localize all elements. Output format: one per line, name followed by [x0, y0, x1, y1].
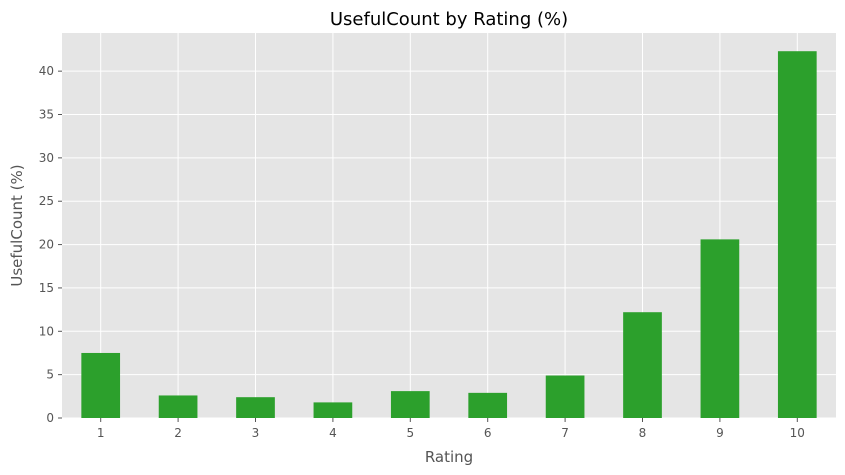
x-axis-ticks: 1 2 3 4 5 6 7 8 9 10	[97, 418, 805, 440]
x-tick-label: 2	[174, 426, 182, 440]
bar-rating-5	[390, 391, 430, 418]
y-axis-ticks: 0 5 10 15 20 25 30 35 40	[39, 64, 62, 425]
bar-rating-2	[158, 395, 198, 418]
y-tick-label: 20	[39, 238, 54, 252]
y-tick-label: 30	[39, 151, 54, 165]
bars	[81, 51, 817, 418]
x-tick-label: 9	[716, 426, 724, 440]
bar-rating-6	[468, 392, 508, 418]
bar-rating-1	[81, 352, 121, 418]
y-tick-label: 40	[39, 64, 54, 78]
x-tick-label: 6	[484, 426, 492, 440]
y-axis-label: UsefulCount (%)	[8, 164, 26, 286]
x-tick-label: 1	[97, 426, 105, 440]
bar-rating-10	[777, 51, 817, 418]
bar-rating-7	[545, 375, 585, 418]
y-tick-label: 5	[46, 368, 54, 382]
chart-title: UsefulCount by Rating (%)	[330, 9, 568, 30]
y-tick-label: 0	[46, 411, 54, 425]
bar-rating-3	[236, 397, 275, 418]
bar-rating-9	[700, 239, 740, 418]
x-tick-label: 5	[406, 426, 414, 440]
x-tick-label: 10	[790, 426, 805, 440]
y-tick-label: 35	[39, 108, 54, 122]
y-tick-label: 15	[39, 281, 54, 295]
x-tick-label: 7	[561, 426, 569, 440]
y-tick-label: 25	[39, 194, 54, 208]
bar-rating-4	[313, 402, 353, 418]
x-tick-label: 8	[639, 426, 647, 440]
x-tick-label: 3	[252, 426, 260, 440]
y-tick-label: 10	[39, 324, 54, 338]
bar-rating-8	[623, 312, 662, 418]
x-tick-label: 4	[329, 426, 337, 440]
x-axis-label: Rating	[425, 448, 473, 466]
